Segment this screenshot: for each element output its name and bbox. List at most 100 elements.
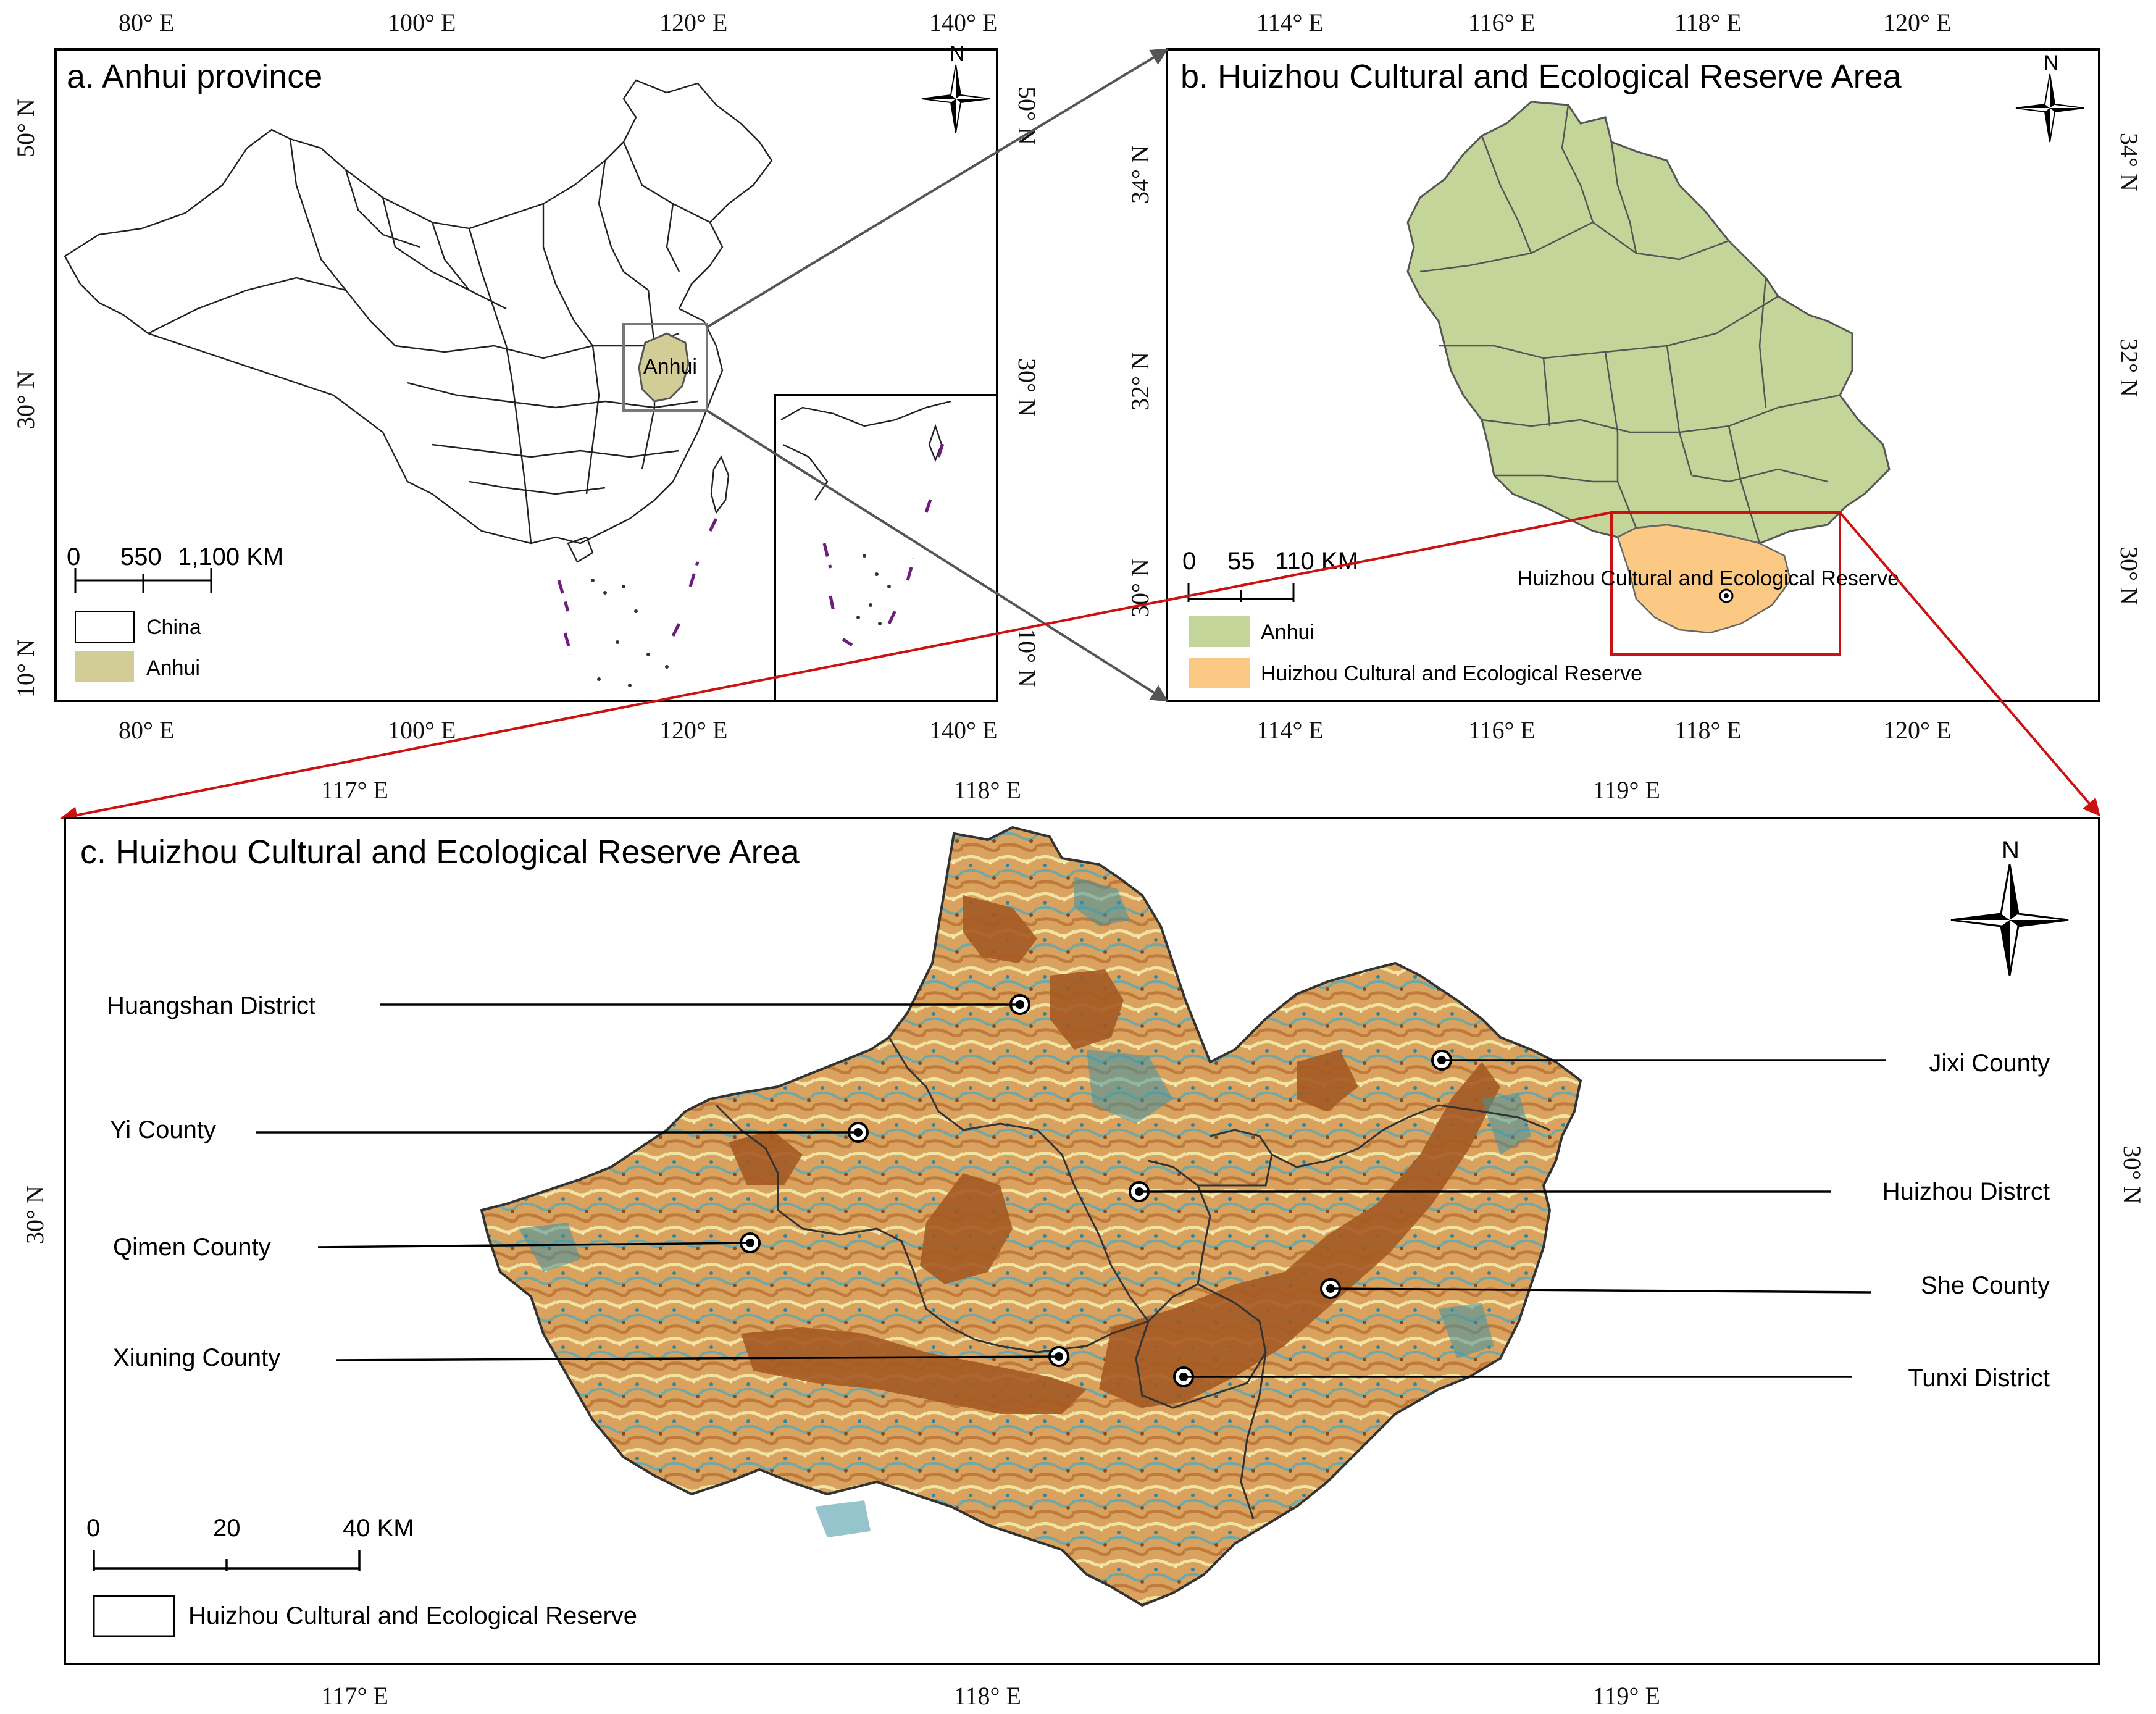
scale-label: 55: [1227, 548, 1255, 575]
district-label-she: She County: [1921, 1272, 2050, 1299]
panel-b-title: b. Huizhou Cultural and Ecological Reser…: [1180, 58, 1902, 95]
legend-label: Huizhou Cultural and Ecological Reserve: [188, 1602, 637, 1629]
province-borders: [148, 138, 711, 544]
scale-label: 20: [213, 1515, 241, 1542]
district-label-xiuning: Xiuning County: [113, 1344, 280, 1371]
panel-c-top-tick: 119° E: [1593, 776, 1660, 804]
inset-taiwan: [928, 424, 943, 462]
north-label: N: [2044, 51, 2059, 75]
scale-label: 0: [67, 543, 80, 571]
reserve-center-dot: [1724, 593, 1729, 598]
panel-b-left-tick: 32° N: [1126, 352, 1154, 411]
panel-b-right-tick: 32° N: [2115, 338, 2143, 397]
north-label: N: [2002, 837, 2020, 864]
district-label-huizhou: Huizhou Distrct: [1882, 1178, 2050, 1205]
legend-label: China: [146, 616, 201, 639]
panel-c-top-tick: 117° E: [321, 776, 388, 804]
panel-a-right-tick: 50° N: [1013, 86, 1041, 145]
panel-a-top-tick: 100° E: [388, 9, 456, 36]
panel-a-legend: China Anhui: [75, 611, 201, 682]
anhui-shape: [638, 332, 690, 403]
inset-coast-2: [782, 443, 829, 501]
legend-swatch-reserve: [93, 1595, 175, 1637]
panel-a-top-tick: 140° E: [929, 9, 997, 36]
district-label-tunxi: Tunxi District: [1908, 1365, 2050, 1392]
inset-coastline: [780, 400, 951, 427]
panel-b-left-tick: 30° N: [1126, 559, 1154, 617]
panel-c-left-tick: 30° N: [21, 1185, 49, 1244]
panel-a-title: a. Anhui province: [67, 58, 322, 95]
reserve-terrain-map: [480, 826, 1582, 1607]
taiwan-outline: [710, 455, 730, 514]
nine-dash-line: [557, 511, 721, 655]
panel-c-bottom-tick: 119° E: [1593, 1682, 1660, 1710]
panel-c-top-tick: 118° E: [954, 776, 1021, 804]
legend-label: Anhui: [1261, 621, 1314, 644]
inset-nine-dash: [822, 438, 946, 647]
leader-lines: [256, 1003, 1886, 1378]
panel-c-scale-bar: 0 20 40 KM: [86, 1515, 414, 1571]
low-elevation-areas: [519, 877, 1531, 1537]
panel-c-bottom-tick: 118° E: [954, 1682, 1021, 1710]
panel-a-bottom-tick: 140° E: [929, 716, 997, 744]
panel-c-title: c. Huizhou Cultural and Ecological Reser…: [80, 834, 800, 871]
reserve-map-label: Huizhou Cultural and Ecological Reserve: [1518, 567, 1899, 590]
inset-islands: [856, 554, 891, 625]
south-china-sea-inset: [774, 394, 998, 702]
panel-c-bottom-tick: 117° E: [321, 1682, 388, 1710]
panel-a-bottom-tick: 100° E: [388, 716, 456, 744]
panel-b-bottom-tick: 114° E: [1256, 716, 1324, 744]
panel-b-top-tick: 116° E: [1468, 9, 1536, 36]
high-elevation-areas: [729, 895, 1500, 1414]
panel-a-left-tick: 10° N: [12, 639, 40, 698]
panel-b: b. Huizhou Cultural and Ecological Reser…: [1126, 9, 2143, 744]
panel-b-bottom-tick: 116° E: [1468, 716, 1536, 744]
hainan-outline: [567, 536, 594, 563]
panel-c: c. Huizhou Cultural and Ecological Reser…: [21, 776, 2146, 1710]
panel-b-north-arrow: N: [2015, 51, 2084, 143]
legend-swatch-china: [75, 611, 135, 643]
panel-b-top-tick: 118° E: [1674, 9, 1742, 36]
panel-a-bottom-tick: 80° E: [119, 716, 174, 744]
panel-a-left-tick: 50° N: [12, 99, 40, 157]
anhui-map-label: Anhui: [643, 355, 697, 378]
county-borders: [715, 1037, 1550, 1520]
reserve-locator-box: [1610, 511, 1841, 656]
scale-label: 1,100 KM: [178, 543, 283, 571]
panel-a-right-tick: 10° N: [1013, 629, 1041, 687]
china-outline: [64, 79, 773, 545]
panel-b-top-tick: 114° E: [1256, 9, 1324, 36]
panel-b-right-tick: 30° N: [2115, 546, 2143, 605]
panel-a-left-tick: 30° N: [12, 370, 40, 429]
panel-a-bottom-tick: 120° E: [659, 716, 727, 744]
panel-b-bottom-tick: 118° E: [1674, 716, 1742, 744]
panel-b-top-tick: 120° E: [1883, 9, 1951, 36]
reserve-shape: [1616, 524, 1792, 634]
panel-a-top-tick: 120° E: [659, 9, 727, 36]
panel-a-scale-bar: 0 550 1,100 KM: [67, 543, 283, 593]
panel-c-legend: Huizhou Cultural and Ecological Reserve: [93, 1595, 637, 1637]
legend-swatch-reserve: [1189, 658, 1250, 688]
panel-b-right-tick: 34° N: [2115, 133, 2143, 191]
panel-a-top-tick: 80° E: [119, 9, 174, 36]
south-sea-islands: [591, 579, 669, 687]
panel-a-north-arrow: N: [921, 42, 990, 133]
panel-c-right-tick: 30° N: [2118, 1145, 2146, 1204]
district-label-qimen: Qimen County: [113, 1234, 271, 1261]
scale-label: 40 KM: [343, 1515, 414, 1542]
scale-label: 550: [120, 543, 162, 571]
panel-b-left-tick: 34° N: [1126, 145, 1154, 204]
panel-b-scale-bar: 0 55 110 KM: [1182, 548, 1358, 602]
panel-b-legend: Anhui Huizhou Cultural and Ecological Re…: [1189, 616, 1642, 688]
panel-b-bottom-tick: 120° E: [1883, 716, 1951, 744]
panel-a: a. Anhui province 80° E 100° E 120° E 14…: [12, 9, 1041, 744]
panel-a-right-tick: 30° N: [1013, 358, 1041, 417]
legend-label: Anhui: [146, 656, 200, 680]
scale-label: 0: [1182, 548, 1196, 575]
connector-arrows: [60, 48, 2100, 824]
legend-swatch-anhui: [75, 651, 134, 682]
legend-swatch-anhui: [1189, 616, 1250, 647]
panel-c-north-arrow: N: [1950, 837, 2069, 976]
district-label-yi: Yi County: [110, 1116, 216, 1143]
